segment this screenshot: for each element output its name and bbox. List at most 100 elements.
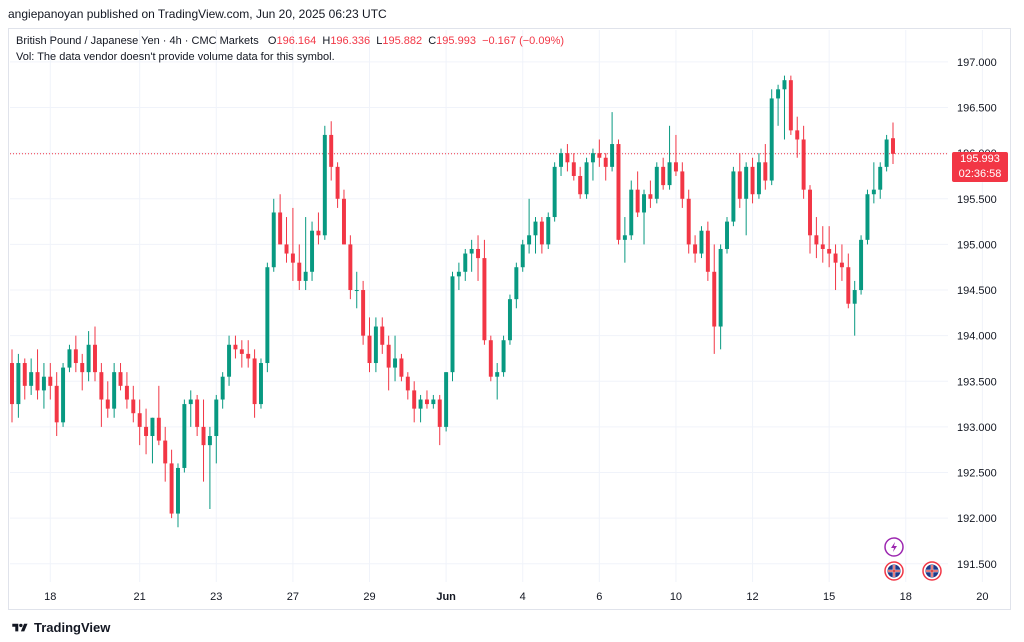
candle[interactable] [271,198,276,272]
candle[interactable] [329,121,334,181]
candle[interactable] [412,381,417,423]
candle[interactable] [322,125,327,240]
candle[interactable] [878,162,883,199]
candle[interactable] [444,372,449,432]
candle[interactable] [597,139,602,167]
candle[interactable] [195,394,200,437]
candle[interactable] [437,394,442,446]
candle[interactable] [373,317,378,373]
candle[interactable] [290,207,295,281]
candle[interactable] [507,294,512,345]
candle[interactable] [559,148,564,176]
candle[interactable] [833,244,838,291]
candle[interactable] [220,372,225,409]
candle[interactable] [865,189,870,245]
candle[interactable] [348,235,353,300]
candle[interactable] [214,394,219,464]
candle[interactable] [788,75,793,135]
candle[interactable] [820,226,825,263]
candle[interactable] [712,244,717,354]
candle[interactable] [316,212,321,245]
candle[interactable] [112,363,117,418]
candle[interactable] [252,349,257,418]
candle[interactable] [578,166,583,199]
candle[interactable] [284,217,289,263]
candle[interactable] [891,122,895,164]
candle[interactable] [278,194,283,245]
candle[interactable] [769,89,774,186]
candle[interactable] [258,358,263,409]
candle[interactable] [227,335,232,386]
candle[interactable] [144,408,149,455]
candle[interactable] [827,226,832,268]
candle[interactable] [48,363,53,400]
candle[interactable] [176,463,180,528]
candle[interactable] [456,262,461,291]
candle[interactable] [514,262,519,309]
candle[interactable] [571,153,576,181]
candle[interactable] [616,139,621,245]
candle[interactable] [469,239,474,272]
candle[interactable] [367,317,372,373]
candle[interactable] [201,399,206,482]
lightning-event-icon[interactable] [884,537,904,557]
candle[interactable] [859,235,864,295]
candle[interactable] [801,125,806,199]
candle[interactable] [29,358,34,395]
candle[interactable] [246,340,251,368]
candle[interactable] [673,134,678,176]
candle[interactable] [680,162,685,208]
candle[interactable] [476,235,481,281]
candle[interactable] [610,112,615,172]
candle[interactable] [648,180,653,208]
candle[interactable] [137,399,142,446]
candle[interactable] [399,353,404,382]
candle[interactable] [705,221,710,281]
tradingview-logo[interactable]: TradingView [12,620,110,635]
candle[interactable] [635,171,640,218]
candle[interactable] [361,280,366,345]
candle[interactable] [661,157,666,190]
candle[interactable] [756,153,761,199]
candle[interactable] [22,358,27,400]
candle[interactable] [310,221,315,281]
candle[interactable] [207,426,212,510]
candle[interactable] [35,349,40,400]
candle[interactable] [163,426,168,482]
candle[interactable] [501,335,506,377]
candle[interactable] [495,363,500,400]
candle[interactable] [667,125,672,190]
candle[interactable] [693,235,698,263]
candle[interactable] [303,217,308,291]
candle[interactable] [124,372,129,409]
candle[interactable] [808,185,812,254]
candle[interactable] [546,212,551,249]
candle[interactable] [622,217,627,263]
candle[interactable] [188,390,193,427]
candle[interactable] [450,271,455,382]
candle[interactable] [386,335,391,391]
candle[interactable] [418,394,423,423]
candle[interactable] [297,244,302,291]
candle[interactable] [839,244,844,281]
candle[interactable] [590,148,595,181]
candle[interactable] [533,217,538,254]
candle[interactable] [737,153,742,208]
candle[interactable] [265,262,270,373]
candle[interactable] [584,157,589,199]
candle[interactable] [520,239,525,272]
candle[interactable] [463,248,468,281]
candle[interactable] [67,344,72,373]
candle[interactable] [539,217,544,254]
candle[interactable] [431,394,436,409]
candle[interactable] [795,116,800,158]
candle[interactable] [654,162,659,204]
candle[interactable] [763,144,768,190]
candle[interactable] [488,335,493,382]
candle[interactable] [718,244,723,350]
candle[interactable] [156,385,161,446]
candle[interactable] [776,84,781,126]
candle[interactable] [405,372,410,400]
candle[interactable] [41,363,46,409]
